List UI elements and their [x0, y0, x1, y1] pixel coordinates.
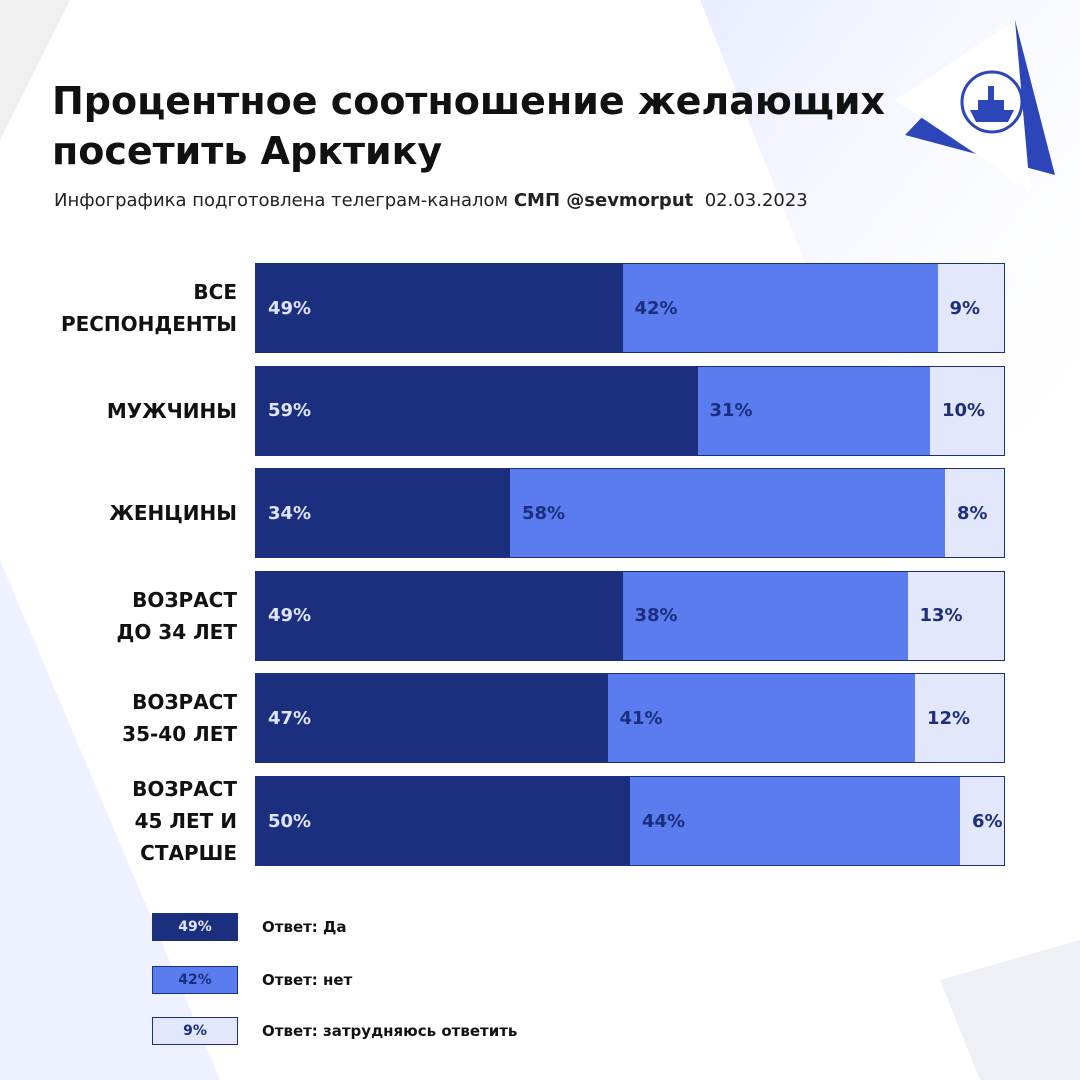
bar-segment: 34% — [255, 468, 510, 559]
bar-segment: 41% — [607, 673, 915, 764]
data-label: 58% — [522, 502, 566, 524]
bar-segment: 8% — [945, 468, 1005, 559]
category-label: ВСЕ РЕСПОНДЕНТЫ — [60, 280, 237, 336]
decor — [940, 940, 1080, 1080]
bar-segment: 42% — [622, 263, 938, 353]
bar-segment: 13% — [907, 570, 1005, 661]
data-label: 49% — [268, 297, 312, 319]
bar-segment: 50% — [255, 776, 630, 866]
data-label: 38% — [634, 605, 678, 627]
bar-segment: 6% — [960, 776, 1005, 866]
decor — [0, 560, 220, 1080]
bar-segment: 12% — [915, 673, 1005, 764]
subtitle-line: Инфографика подготовлена телеграм-канало… — [54, 190, 808, 211]
category-label: МУЖЧИНЫ — [106, 398, 237, 423]
data-label: 31% — [709, 400, 753, 422]
data-label: 41% — [619, 707, 663, 729]
bar-segment: 31% — [697, 365, 930, 456]
date: 02.03.2023 — [704, 190, 808, 211]
legend-swatch: 9% — [152, 1017, 238, 1045]
data-label: 49% — [268, 605, 312, 627]
category-label: ВОЗРАСТ ДО 34 ЛЕТ — [116, 587, 238, 644]
data-label: 8% — [957, 502, 988, 524]
data-label: 12% — [927, 707, 971, 729]
legend-swatch: 49% — [152, 913, 238, 941]
bar-segment: 49% — [255, 263, 623, 353]
data-label: 59% — [268, 400, 312, 422]
data-label: 9% — [949, 297, 981, 319]
bar-segment: 10% — [930, 365, 1005, 456]
bar-segment: 9% — [937, 263, 1005, 353]
legend-label: Ответ: Да — [262, 918, 347, 936]
data-label: 10% — [942, 400, 986, 422]
data-label: 42% — [634, 297, 678, 319]
data-label: 13% — [919, 605, 963, 627]
bar-segment: 58% — [510, 468, 945, 559]
category-label: ЖЕНЦИНЫ — [109, 501, 237, 526]
category-label: ВОЗРАСТ 35-40 ЛЕТ — [122, 690, 237, 747]
category-label: ВОЗРАСТ 45 ЛЕТ И СТАРШЕ — [132, 777, 237, 865]
data-label: 47% — [268, 707, 312, 729]
data-label: 6% — [972, 810, 1003, 832]
data-label: 50% — [268, 810, 312, 832]
bar-segment: 59% — [255, 365, 698, 456]
logo-ship — [970, 86, 1014, 122]
chart-title: Процентное соотношение желающих посетить… — [52, 79, 885, 173]
legend-swatch: 42% — [152, 966, 238, 994]
legend-label: Ответ: затрудняюсь ответить — [262, 1022, 518, 1040]
subtitle: Инфографика подготовлена телеграм-канало… — [54, 190, 509, 211]
bar-segment: 49% — [255, 570, 623, 661]
source: СМП @sevmorput — [513, 190, 694, 211]
data-label: 34% — [268, 502, 312, 524]
decor — [0, 0, 70, 140]
bar-segment: 44% — [630, 776, 960, 866]
data-label: 44% — [642, 810, 686, 832]
legend-label: Ответ: нет — [262, 971, 353, 989]
bar-segment: 47% — [255, 673, 608, 764]
bar-segment: 38% — [622, 570, 908, 661]
